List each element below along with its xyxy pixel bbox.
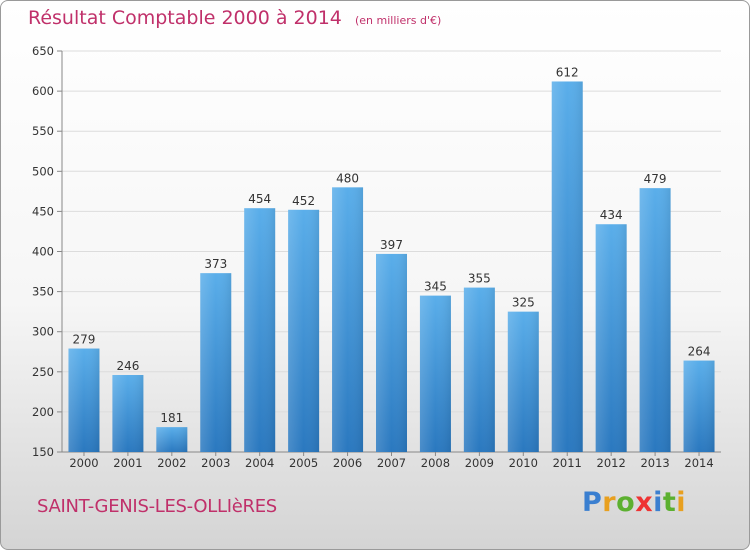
bar-shine (244, 208, 276, 452)
x-tick-label: 2005 (289, 456, 318, 470)
y-tick-label: 250 (32, 365, 54, 379)
logo-letter: r (602, 487, 617, 518)
place-name: SAINT-GENIS-LES-OLLIèRES (37, 496, 277, 517)
x-tick-label: 2006 (333, 456, 362, 470)
y-tick-label: 350 (32, 285, 54, 299)
y-tick-label: 600 (32, 84, 54, 98)
data-label: 181 (160, 411, 183, 425)
data-label: 397 (380, 238, 403, 252)
data-label: 434 (600, 208, 623, 222)
x-tick-label: 2014 (684, 456, 713, 470)
bar-shine (419, 295, 451, 452)
y-tick-label: 450 (32, 204, 54, 218)
y-tick-label: 200 (32, 405, 54, 419)
bar-shine (376, 253, 407, 452)
x-tick-label: 2010 (509, 456, 538, 470)
x-tick-label: 2013 (640, 456, 669, 470)
x-tick-label: 2000 (69, 456, 98, 470)
logo-letter: i (676, 487, 687, 518)
data-label: 325 (512, 296, 535, 310)
x-tick-label: 2011 (553, 456, 582, 470)
chart-unit: (en milliers d'€) (354, 14, 442, 27)
x-tick-label: 2004 (245, 456, 274, 470)
data-label: 345 (424, 280, 447, 294)
data-label: 612 (556, 65, 579, 79)
y-tick-label: 150 (32, 445, 54, 459)
x-tick-label: 2003 (201, 456, 230, 470)
bar-shine (332, 187, 364, 452)
data-label: 373 (204, 257, 227, 271)
bar-shine (683, 360, 715, 452)
x-tick-label: 2007 (377, 456, 406, 470)
bar-shine (551, 81, 583, 452)
data-label: 279 (73, 333, 96, 347)
x-tick-label: 2002 (157, 456, 186, 470)
bar-shine (639, 188, 671, 452)
bars (68, 81, 715, 452)
data-label: 246 (116, 359, 139, 373)
data-label: 454 (248, 192, 271, 206)
y-tick-label: 550 (32, 124, 54, 138)
y-tick-label: 400 (32, 245, 54, 259)
bar-shine (156, 427, 188, 452)
chart-title: Résultat Comptable 2000 à 2014 (28, 7, 342, 29)
logo-letter: i (653, 487, 663, 518)
x-tick-label: 2009 (465, 456, 494, 470)
proxiti-logo: Proxiti (582, 487, 686, 518)
logo-letter: o (616, 487, 636, 518)
y-tick-label: 650 (32, 44, 54, 58)
bar-shine (288, 209, 320, 452)
bar-shine (112, 375, 144, 452)
data-label: 479 (644, 172, 667, 186)
logo-letter: P (582, 487, 603, 518)
chart-header: Résultat Comptable 2000 à 2014 (en milli… (28, 7, 441, 29)
data-label: 452 (292, 194, 315, 208)
logo-letter: t (662, 487, 677, 518)
logo-letter: x (635, 487, 654, 518)
data-label: 264 (688, 345, 711, 359)
x-tick-label: 2012 (597, 456, 626, 470)
y-tick-label: 500 (32, 164, 54, 178)
bar-shine (463, 287, 495, 452)
y-tick-label: 300 (32, 325, 54, 339)
data-label: 355 (468, 272, 491, 286)
bar-shine (595, 224, 627, 452)
data-label: 480 (336, 171, 359, 185)
labels: 2000 279 2001 246 2002 181 2003 373 2004 454 2005 4… (69, 65, 713, 470)
bar-shine (200, 273, 232, 452)
x-tick-label: 2001 (113, 456, 142, 470)
x-tick-label: 2008 (421, 456, 450, 470)
bar-shine (507, 311, 539, 452)
bar-shine (68, 348, 100, 452)
